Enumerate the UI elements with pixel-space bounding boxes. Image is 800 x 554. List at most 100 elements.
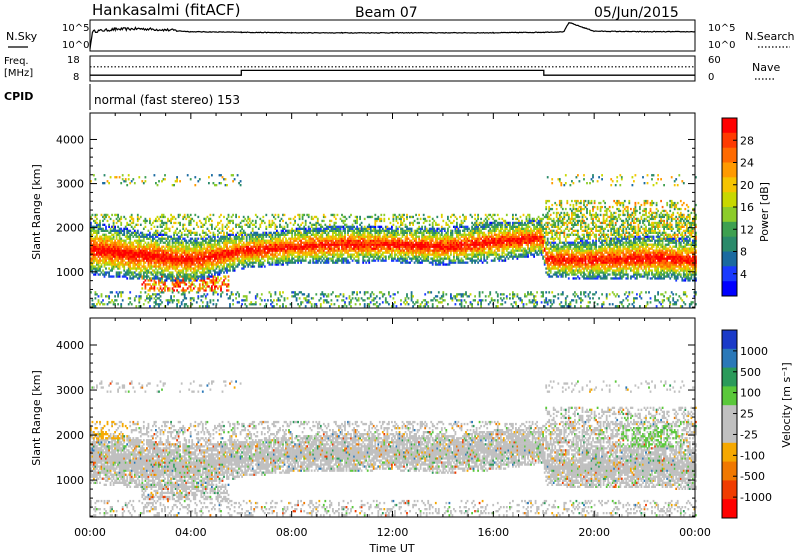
power-cell [403,259,405,262]
power-cell [114,253,116,256]
power-cell [294,235,296,238]
power-cell [105,241,107,244]
power-cell [218,269,221,272]
power-cell [377,241,380,244]
power-cell [338,231,340,234]
power-cell [144,233,147,236]
power-cell [422,243,425,246]
power-cell [242,219,245,223]
power-cell [277,215,280,219]
power-cell [179,285,181,288]
power-cell [273,221,275,225]
power-cell [93,219,95,223]
power-cell [333,235,336,238]
power-cell [388,243,390,246]
power-cell [161,301,163,304]
power-cell [192,251,195,254]
power-cell [96,243,98,246]
power-cell [215,245,218,248]
power-cell [201,263,204,266]
power-cell [271,245,274,248]
power-cell [174,267,177,270]
power-cell [164,305,166,308]
power-cell [279,299,281,302]
power-cell [191,249,194,252]
power-cell [286,249,289,252]
power-cell [111,233,113,236]
power-cell [146,297,148,300]
power-cell [298,229,301,232]
power-cell [321,219,324,223]
power-cell [428,291,431,294]
power-cell [259,259,262,262]
power-cell [176,275,178,278]
power-cell [436,259,439,262]
power-cell [179,281,181,284]
power-cell [103,255,106,258]
power-cell [289,229,292,232]
power-cell [310,243,313,246]
power-cell [433,243,436,246]
power-cell [333,225,336,228]
power-cell [102,251,104,254]
power-cell [194,277,197,280]
power-cell [135,251,138,254]
power-cell [388,241,390,244]
power-cell [93,225,95,228]
power-cell [232,251,234,254]
power-cell [406,225,408,228]
power-cell [418,247,420,250]
power-cell [397,245,399,248]
power-cell [321,251,324,254]
power-cell [217,273,219,276]
power-cell [327,247,330,250]
power-cell [425,245,428,248]
power-cell [253,253,256,256]
power-cell [153,277,156,280]
power-cell [310,247,313,250]
power-cell [406,295,408,298]
power-cell [132,217,135,221]
power-cell [241,267,243,270]
power-cell [359,253,361,256]
power-cell [165,251,168,254]
power-cell [351,255,354,258]
freq-panel-frame [89,55,696,82]
power-cell [313,243,316,246]
power-cell [191,261,194,264]
power-cell [136,239,139,242]
power-cell [103,241,106,244]
power-cell [327,301,330,304]
power-cell [99,227,101,230]
power-cell [161,237,163,240]
power-cell [400,227,402,230]
power-cell [194,247,197,250]
power-cell [153,289,156,292]
power-cell [153,281,156,284]
power-cell [109,217,112,221]
power-cell [401,231,404,234]
power-cell [179,257,181,260]
power-cell [359,233,361,236]
power-cell [342,229,345,232]
power-cell [316,231,319,234]
power-cell [380,249,383,252]
power-cell [391,247,393,250]
power-cell [345,261,348,264]
power-cell [392,231,395,234]
power-cell [383,239,386,242]
power-cell [135,295,138,298]
power-cell [165,233,168,236]
power-cell [418,261,420,264]
power-cell [388,217,390,221]
power-cell [139,239,142,242]
power-cell [201,283,204,286]
power-cell [386,243,389,246]
power-cell [139,251,142,254]
power-cell [136,223,139,226]
power-cell [238,251,240,254]
power-cell [298,255,301,258]
power-cell [271,259,274,262]
power-cell [135,275,138,278]
power-cell [158,253,160,256]
